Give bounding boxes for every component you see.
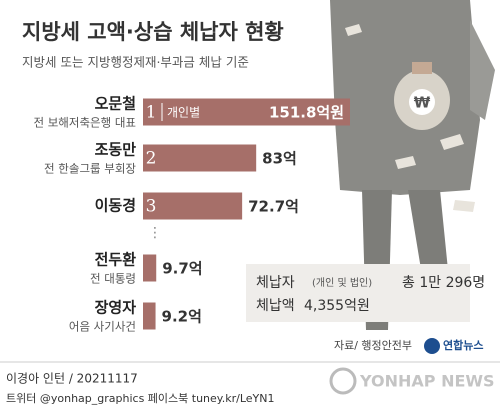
- bar: [143, 144, 257, 172]
- category-description: 어음 사기사건: [69, 320, 136, 334]
- bar: [143, 302, 156, 330]
- rank-label: 2: [146, 149, 157, 169]
- value-label: 83억: [262, 150, 297, 168]
- summary-label: 체납액: [256, 298, 295, 314]
- summary-text: 4,355억원: [304, 298, 370, 314]
- bar: [143, 98, 350, 126]
- value-label: 9.2억: [162, 308, 202, 326]
- category-description: 전 보해저축은행 대표: [33, 116, 136, 130]
- footer-social: 트위터 @yonhap_graphics 페이스북 tuney.kr/LeYN1: [6, 392, 274, 405]
- logo-mark: [424, 338, 440, 354]
- rank-label: 1: [146, 103, 157, 123]
- title: 지방세 고액·상습 체납자 현황: [22, 20, 284, 44]
- subtitle: 지방세 또는 지방행정제재·부과금 체납 기준: [22, 55, 249, 70]
- category-label: 오문철: [95, 95, 136, 113]
- watermark: YONHAP NEWS: [359, 372, 495, 391]
- category-label: 장영자: [95, 299, 137, 317]
- watermark-mark: [329, 367, 357, 395]
- svg-text:₩: ₩: [414, 94, 431, 112]
- category-description: 전 한솔그룹 부회장: [44, 162, 136, 176]
- category-label: 이동경: [95, 197, 136, 215]
- summary-label: 체납자: [256, 275, 295, 291]
- bar: [143, 192, 243, 220]
- summary-text: 총 1만 296명: [402, 275, 485, 291]
- category-label: 전두환: [95, 251, 137, 269]
- value-label: 72.7억: [248, 198, 299, 216]
- bar-note: 개인별: [167, 106, 200, 120]
- source: 자료/ 행정안전부: [334, 339, 412, 352]
- footer-author: 이경아 인턴 / 20211117: [6, 372, 138, 386]
- category-description: 전 대통령: [90, 272, 136, 286]
- bar: [143, 254, 157, 282]
- summary-box: [246, 264, 470, 322]
- summary-note: (개인 및 법인): [312, 277, 372, 289]
- ellipsis: ⋮: [148, 225, 162, 241]
- rank-label: 3: [146, 197, 157, 217]
- value-label: 9.7억: [162, 260, 202, 278]
- logo: 연합뉴스: [443, 338, 483, 352]
- category-label: 조동만: [95, 141, 137, 159]
- value-label: 151.8억원: [269, 104, 344, 122]
